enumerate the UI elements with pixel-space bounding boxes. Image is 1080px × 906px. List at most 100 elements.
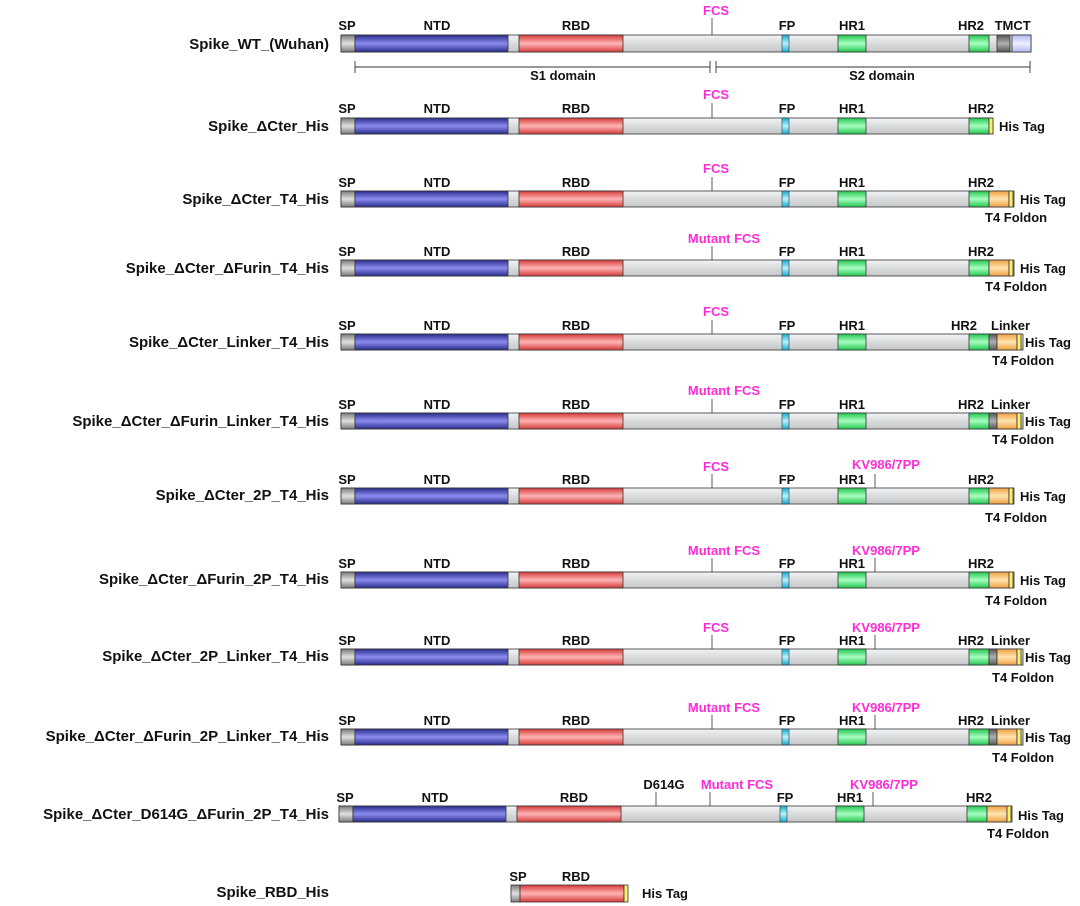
hr2-segment — [968, 117, 990, 135]
hr1-label: HR1 — [839, 318, 865, 333]
rbd-segment — [518, 728, 624, 746]
construct-name: Spike_ΔCter_ΔFurin_Linker_T4_His — [72, 413, 329, 430]
sp-segment — [340, 34, 356, 53]
rbd-segment — [518, 412, 624, 430]
kv-mutation-label: KV986/7PP — [852, 620, 920, 635]
ntd-segment — [354, 259, 509, 277]
hr2-segment — [968, 728, 990, 746]
his-tag-label: His Tag — [1025, 650, 1071, 665]
kv-mutation-label: KV986/7PP — [852, 457, 920, 472]
construct-name: Spike_ΔCter_2P_Linker_T4_His — [102, 648, 329, 665]
hr2-segment — [968, 333, 990, 351]
hr1-label: HR1 — [839, 556, 865, 571]
hr2-segment — [968, 571, 990, 589]
fp-label: FP — [779, 175, 796, 190]
fp-segment — [781, 333, 790, 351]
construct-row-rbd-his: Spike_RBD_His SP RBD His Tag — [216, 869, 688, 903]
construct-row-2p-t4-his: Spike_ΔCter_2P_T4_His SP NTD RBD FCS KV9… — [156, 457, 1066, 525]
t4-foldon-segment — [988, 259, 1010, 277]
rbd-label: RBD — [562, 633, 590, 648]
sp-segment — [340, 117, 356, 135]
sp-label: SP — [338, 101, 356, 116]
his-tag-label: His Tag — [1020, 489, 1066, 504]
rbd-segment — [518, 487, 624, 505]
sp-label: SP — [338, 556, 356, 571]
linker-label: Linker — [991, 713, 1030, 728]
rbd-label: RBD — [562, 101, 590, 116]
construct-name: Spike_ΔCter_ΔFurin_2P_T4_His — [99, 571, 329, 588]
hr2-label: HR2 — [958, 397, 984, 412]
s2-domain-label: S2 domain — [849, 68, 915, 83]
rbd-segment — [518, 117, 624, 135]
domain-bracket — [354, 61, 1031, 73]
construct-name: Spike_ΔCter_D614G_ΔFurin_2P_T4_His — [43, 806, 329, 823]
his-tag-label: His Tag — [1020, 573, 1066, 588]
his-tag-segment — [1008, 487, 1014, 505]
hr1-segment — [837, 333, 867, 351]
t4-foldon-label: T4 Foldon — [985, 593, 1047, 608]
hr2-label: HR2 — [958, 713, 984, 728]
his-tag-segment — [988, 117, 994, 135]
linker-label: Linker — [991, 397, 1030, 412]
fcs-label: FCS — [703, 3, 729, 18]
ntd-segment — [354, 34, 509, 53]
hr2-segment — [968, 487, 990, 505]
t4-foldon-label: T4 Foldon — [985, 510, 1047, 525]
hr1-label: HR1 — [839, 18, 865, 33]
his-tag-segment — [1008, 259, 1014, 277]
his-tag-label: His Tag — [1020, 261, 1066, 276]
rbd-label: RBD — [562, 397, 590, 412]
t4-foldon-segment — [996, 728, 1018, 746]
ntd-segment — [354, 487, 509, 505]
his-tag-segment — [623, 884, 629, 903]
d614g-label: D614G — [643, 777, 684, 792]
hr1-segment — [837, 34, 867, 53]
linker-segment — [988, 648, 998, 666]
construct-name: Spike_ΔCter_His — [208, 118, 329, 135]
sp-segment — [340, 333, 356, 351]
rbd-label: RBD — [562, 869, 590, 884]
hr1-segment — [837, 728, 867, 746]
sp-segment — [338, 805, 354, 823]
t4-foldon-segment — [996, 333, 1018, 351]
sp-label: SP — [338, 397, 356, 412]
construct-row-linker-t4-his: Spike_ΔCter_Linker_T4_His SP NTD RBD FCS… — [129, 304, 1071, 368]
t4-foldon-segment — [996, 648, 1018, 666]
rbd-label: RBD — [560, 790, 588, 805]
hr1-segment — [837, 412, 867, 430]
mutant-fcs-label: Mutant FCS — [688, 231, 761, 246]
sp-label: SP — [338, 244, 356, 259]
fp-label: FP — [779, 397, 796, 412]
fp-segment — [779, 805, 788, 823]
rbd-label: RBD — [562, 713, 590, 728]
sp-label: SP — [509, 869, 527, 884]
rbd-segment — [518, 333, 624, 351]
his-tag-segment — [1008, 190, 1014, 208]
ntd-segment — [354, 117, 509, 135]
hr2-segment — [968, 259, 990, 277]
ntd-segment — [354, 648, 509, 666]
ntd-label: NTD — [424, 318, 451, 333]
sp-segment — [340, 259, 356, 277]
his-tag-segment — [1016, 728, 1022, 746]
sp-segment — [510, 884, 521, 903]
hr2-label: HR2 — [968, 244, 994, 259]
construct-name: Spike_ΔCter_ΔFurin_2P_Linker_T4_His — [46, 728, 329, 745]
fp-label: FP — [777, 790, 794, 805]
sp-label: SP — [338, 633, 356, 648]
fcs-label: FCS — [703, 161, 729, 176]
hr2-label: HR2 — [958, 18, 984, 33]
hr1-label: HR1 — [839, 244, 865, 259]
ntd-segment — [354, 190, 509, 208]
hr2-segment — [968, 412, 990, 430]
sp-segment — [340, 571, 356, 589]
fp-label: FP — [779, 633, 796, 648]
ntd-label: NTD — [424, 244, 451, 259]
construct-row-2p-linker-t4-his: Spike_ΔCter_2P_Linker_T4_His SP NTD RBD … — [102, 620, 1071, 685]
fp-label: FP — [779, 713, 796, 728]
s1-domain-label: S1 domain — [530, 68, 596, 83]
hr1-segment — [837, 487, 867, 505]
rbd-segment — [518, 648, 624, 666]
his-tag-segment — [1006, 805, 1012, 823]
